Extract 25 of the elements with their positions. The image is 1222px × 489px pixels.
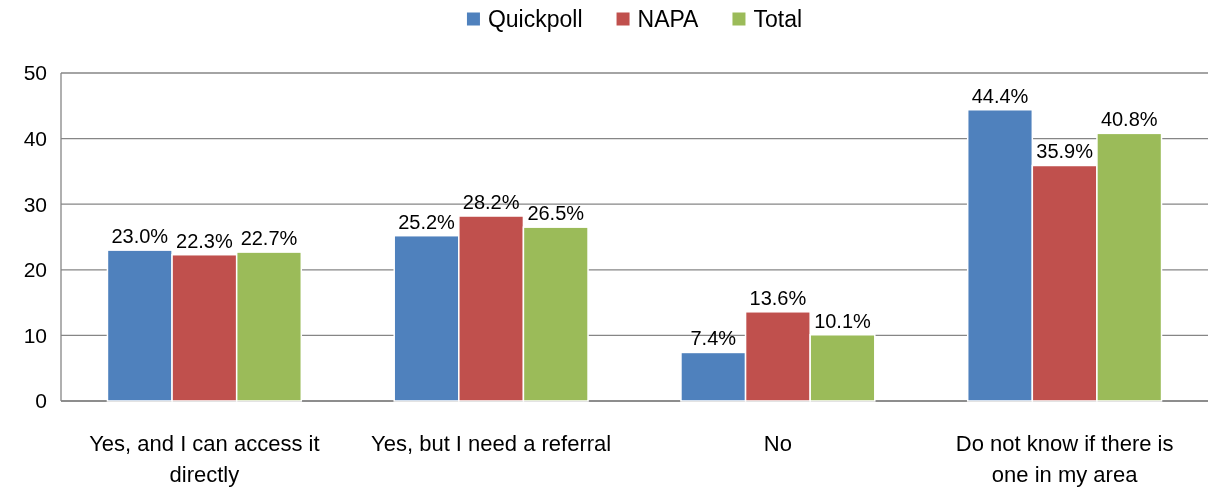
data-label: 26.5% <box>527 202 585 225</box>
data-label: 25.2% <box>398 210 456 233</box>
x-tick-label: Yes, but I need a referral <box>371 431 612 456</box>
data-label: 22.7% <box>240 227 298 250</box>
x-tick-label: Yes, and I can access it directly <box>89 431 320 487</box>
data-label: 35.9% <box>1036 140 1094 163</box>
legend-label: NAPA <box>637 6 700 33</box>
y-tick-label: 50 <box>23 61 47 85</box>
y-tick-label: 40 <box>23 126 47 150</box>
x-tick-label: Do not know if there is one in my area <box>955 431 1174 487</box>
data-label: 28.2% <box>462 191 520 214</box>
data-label: 22.3% <box>176 229 233 252</box>
y-tick-label: 30 <box>23 192 47 216</box>
y-tick-label: 0 <box>35 389 47 413</box>
y-tick-label: 20 <box>23 258 47 282</box>
data-label: 44.4% <box>971 84 1029 107</box>
data-label: 10.1% <box>814 309 872 332</box>
x-tick-label: No <box>763 431 792 456</box>
data-label: 40.8% <box>1100 108 1158 131</box>
data-label: 7.4% <box>690 327 737 350</box>
data-label: 23.0% <box>111 225 169 248</box>
legend-label: Quickpoll <box>487 6 583 33</box>
data-label: 13.6% <box>749 286 807 309</box>
legend-label: Total <box>753 6 803 33</box>
y-tick-label: 10 <box>23 323 47 347</box>
